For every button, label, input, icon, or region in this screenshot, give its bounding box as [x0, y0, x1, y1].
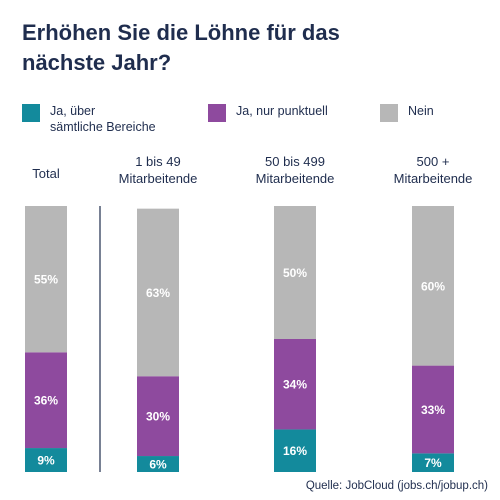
bar-segment	[25, 448, 67, 472]
bar-segment	[274, 339, 316, 430]
bar-segment	[25, 352, 67, 449]
category-label: 500 +	[417, 154, 450, 169]
category-label: Mitarbeitende	[119, 171, 198, 186]
data-label: 30%	[146, 410, 170, 424]
legend-swatch-alle-bereiche	[22, 104, 40, 122]
source-note: Quelle: JobCloud (jobs.ch/jobup.ch)	[305, 480, 488, 492]
data-label: 6%	[149, 458, 167, 472]
data-label: 63%	[146, 286, 170, 300]
data-label: 34%	[283, 378, 307, 392]
data-label: 16%	[283, 444, 307, 458]
legend-swatch-nein	[380, 104, 398, 122]
data-label: 60%	[421, 279, 445, 293]
bar-segment	[274, 206, 316, 339]
data-label: 33%	[421, 403, 445, 417]
bar-segment	[137, 376, 179, 457]
legend-label-punktuell: Ja, nur punktuell	[236, 104, 328, 118]
chart-title-line-2: nächste Jahr?	[22, 50, 172, 75]
bar-segment	[412, 365, 454, 454]
category-label: 1 bis 49	[135, 154, 181, 169]
chart-title-line-1: Erhöhen Sie die Löhne für das	[22, 20, 340, 45]
category-label: 50 bis 499	[265, 154, 325, 169]
bar-segment	[137, 208, 179, 377]
data-label: 36%	[34, 394, 58, 408]
data-label: 9%	[37, 454, 55, 468]
chart-title: Erhöhen Sie die Löhne für das nächste Ja…	[22, 18, 462, 78]
bar-segment	[412, 453, 454, 472]
bar-segment	[25, 206, 67, 353]
legend: Ja, über sämtliche Bereiche Ja, nur punk…	[22, 100, 492, 140]
bar-segment	[274, 429, 316, 472]
data-label: 50%	[283, 266, 307, 280]
data-label: 7%	[424, 456, 442, 470]
category-label: Mitarbeitende	[256, 171, 335, 186]
category-label: Mitarbeitende	[394, 171, 473, 186]
bar-segment	[137, 456, 179, 472]
category-label: Total	[32, 166, 60, 181]
legend-swatch-punktuell	[208, 104, 226, 122]
bar-segment	[412, 206, 454, 366]
legend-label-alle-bereiche: Ja, über sämtliche Bereiche	[50, 104, 156, 134]
data-label: 55%	[34, 273, 58, 287]
legend-label-nein: Nein	[408, 104, 434, 118]
